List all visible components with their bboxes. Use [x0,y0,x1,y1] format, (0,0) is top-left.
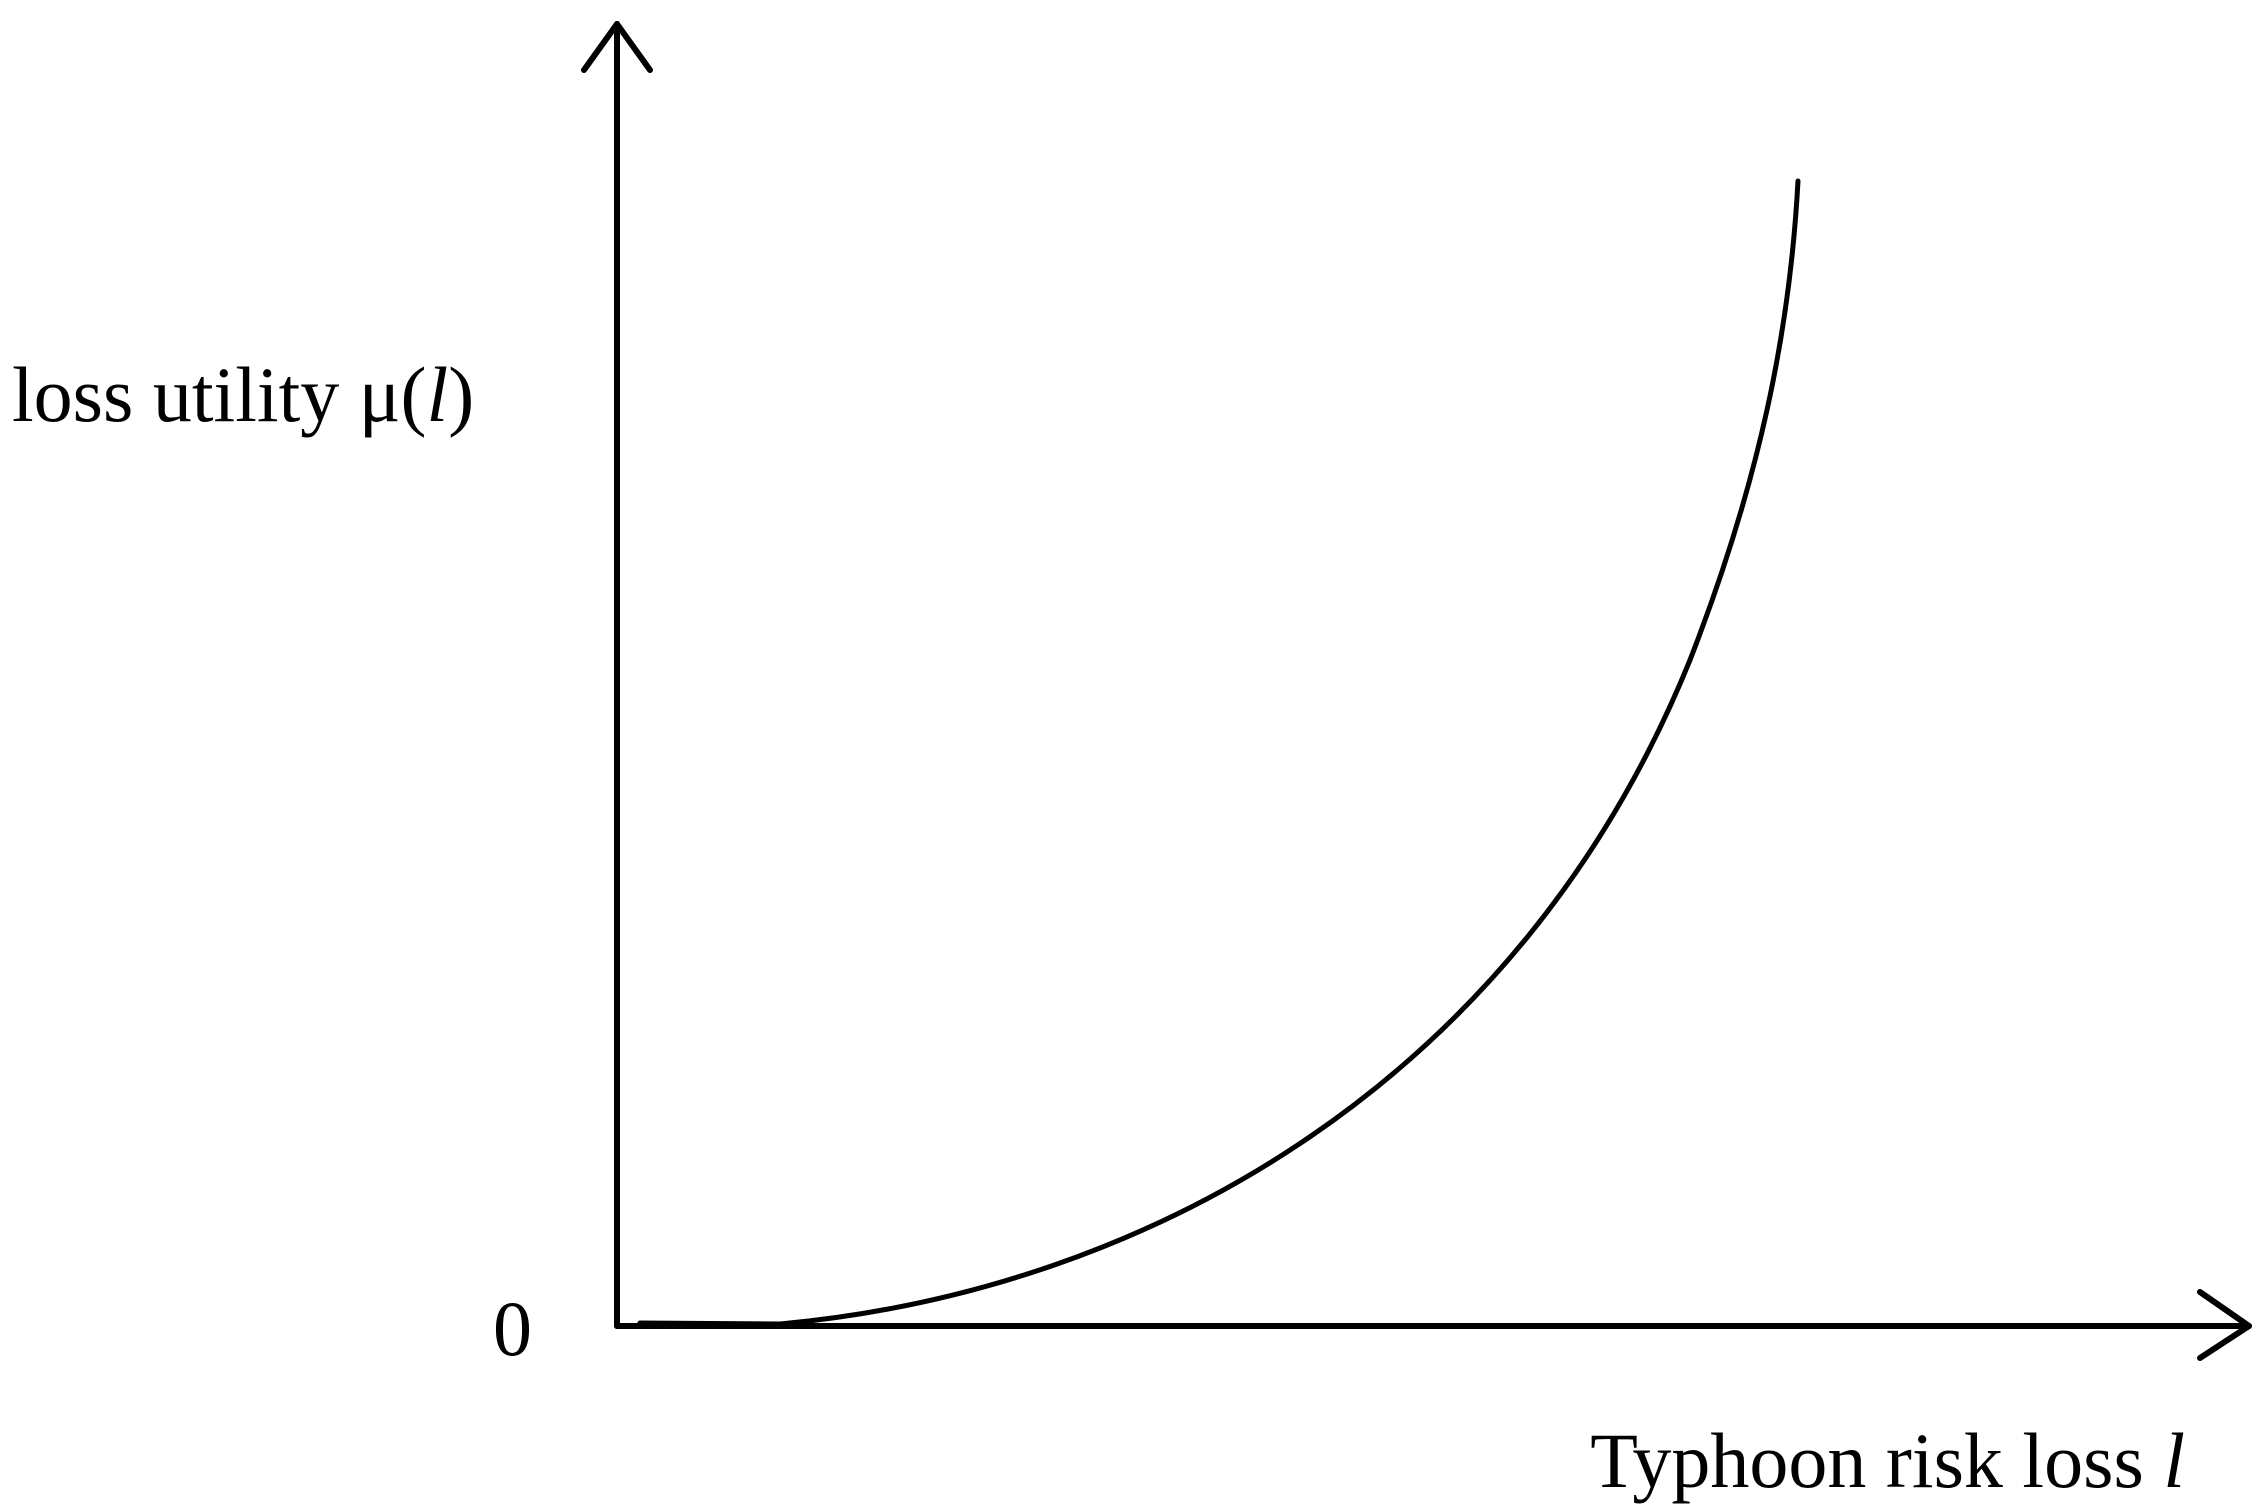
x-axis-arrow [2197,1289,2252,1361]
x-axis-label-text: Typhoon risk loss [1590,1417,2163,1504]
origin-label: 0 [493,1285,532,1372]
loss-utility-curve [637,178,1801,1327]
y-axis-label: loss utility μ(l) [12,351,474,438]
x-axis-label: Typhoon risk loss l [1590,1417,2185,1504]
y-axis-label-text: loss utility μ( [12,351,427,438]
x-axis-label-variable: l [2163,1417,2185,1504]
y-axis-label-variable: l [427,351,449,438]
y-axis-label-paren: ) [448,351,474,438]
y-axis-arrow [581,21,653,73]
